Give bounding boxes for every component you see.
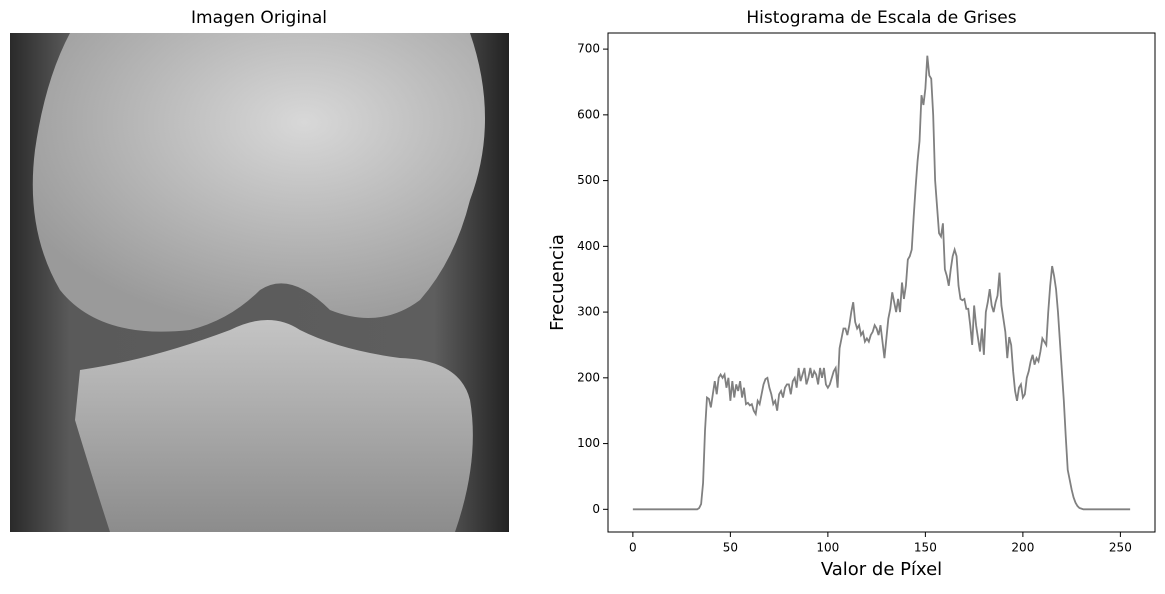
y-tick-label: 100 [577, 436, 600, 450]
x-tick-label: 0 [629, 541, 637, 555]
x-tick-label: 200 [1011, 541, 1034, 555]
y-tick-label: 700 [577, 42, 600, 56]
histogram-line [632, 55, 1131, 511]
y-axis-label: Frecuencia [547, 234, 568, 331]
tibia [75, 320, 473, 532]
x-tick-label: 50 [723, 541, 738, 555]
axes-frame [607, 32, 1156, 533]
y-tick-label: 400 [577, 239, 600, 253]
image-title: Imagen Original [191, 8, 327, 28]
y-tick-label: 300 [577, 305, 600, 319]
y-tick-label: 0 [592, 502, 600, 516]
x-tick-label: 250 [1109, 541, 1132, 555]
chart-title: Histograma de Escala de Grises [746, 8, 1016, 28]
xray-image [10, 33, 509, 532]
y-tick-label: 500 [577, 173, 600, 187]
x-tick-label: 150 [914, 541, 937, 555]
x-axis-label: Valor de Píxel [821, 559, 942, 580]
femur [32, 33, 486, 332]
y-tick-label: 200 [577, 370, 600, 384]
y-tick-label: 600 [577, 107, 600, 121]
x-tick-label: 100 [816, 541, 839, 555]
